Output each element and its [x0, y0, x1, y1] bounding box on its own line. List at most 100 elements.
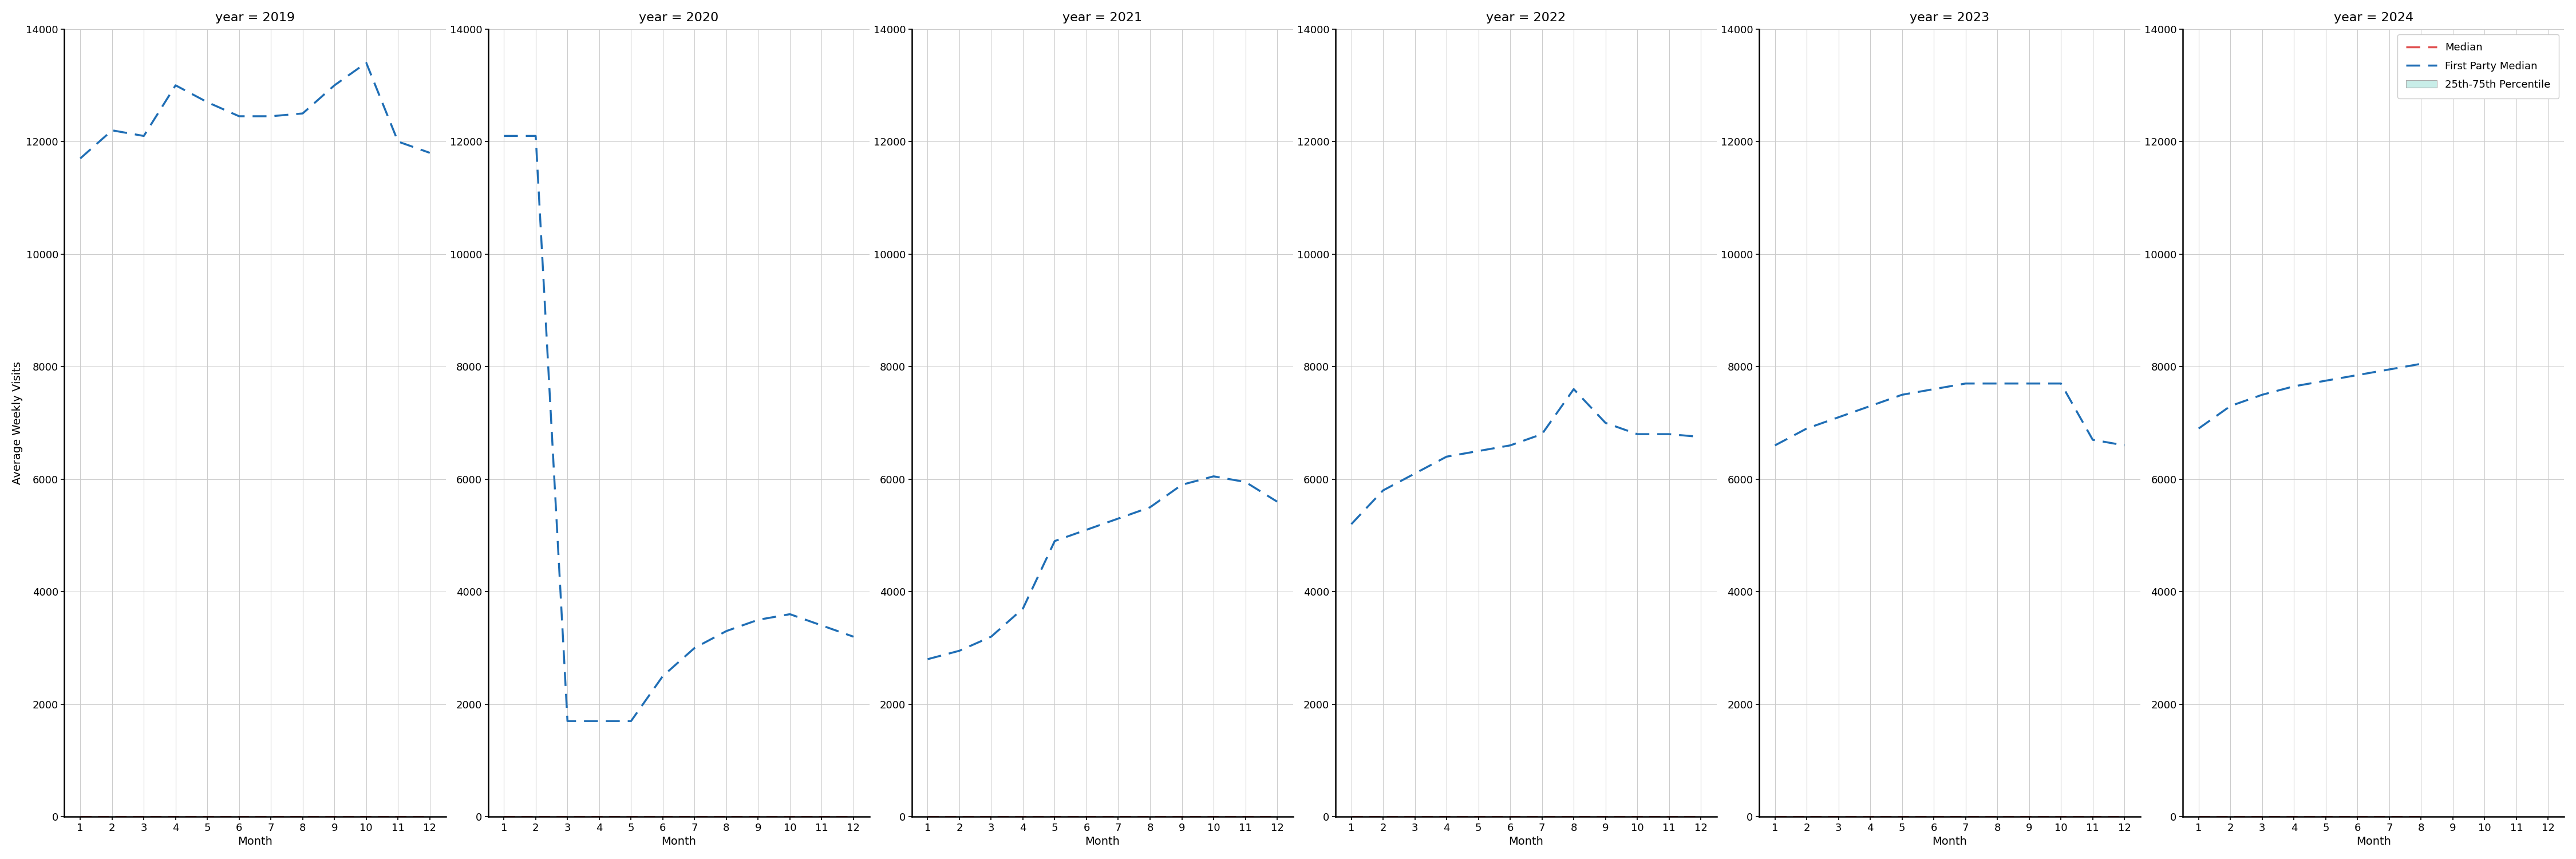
Median — [1685, 812, 1716, 822]
First Party Median — [2311, 375, 2342, 386]
Median — [1399, 812, 1430, 822]
First Party Median — [129, 131, 160, 141]
Line: First Party Median: First Party Median — [505, 136, 853, 721]
X-axis label: Month: Month — [2357, 836, 2391, 847]
First Party Median — [1463, 446, 1494, 456]
Median — [2342, 812, 2372, 822]
First Party Median — [912, 654, 943, 664]
Median — [1981, 812, 2012, 822]
First Party Median — [585, 716, 616, 726]
First Party Median — [489, 131, 520, 141]
First Party Median — [1790, 423, 1821, 434]
Median — [1262, 812, 1293, 822]
First Party Median — [1368, 485, 1399, 496]
X-axis label: Month: Month — [1084, 836, 1121, 847]
Median — [1759, 812, 1790, 822]
First Party Median — [289, 108, 319, 119]
First Party Median — [976, 631, 1007, 642]
Median — [350, 812, 381, 822]
Median — [1337, 812, 1368, 822]
First Party Median — [711, 626, 742, 637]
First Party Median — [1229, 477, 1260, 487]
First Party Median — [350, 58, 381, 68]
First Party Median — [2342, 370, 2372, 381]
Median — [319, 812, 350, 822]
First Party Median — [1337, 519, 1368, 529]
Median — [1855, 812, 1886, 822]
First Party Median — [1038, 536, 1069, 546]
First Party Median — [1589, 417, 1620, 428]
First Party Median — [1399, 468, 1430, 478]
Line: First Party Median: First Party Median — [927, 477, 1278, 659]
Median — [680, 812, 711, 822]
First Party Median — [1072, 525, 1103, 535]
Median — [1654, 812, 1685, 822]
Median — [1432, 812, 1463, 822]
First Party Median — [1919, 384, 1950, 394]
Median — [255, 812, 286, 822]
Title: year = 2021: year = 2021 — [1061, 12, 1141, 23]
Title: year = 2020: year = 2020 — [639, 12, 719, 23]
Median — [191, 812, 222, 822]
First Party Median — [1133, 503, 1164, 513]
First Party Median — [1855, 401, 1886, 411]
First Party Median — [2406, 359, 2437, 369]
Median — [1007, 812, 1038, 822]
Median — [551, 812, 582, 822]
Median — [1133, 812, 1164, 822]
Median — [489, 812, 520, 822]
First Party Median — [1262, 497, 1293, 507]
Title: year = 2024: year = 2024 — [2334, 12, 2414, 23]
Line: First Party Median: First Party Median — [80, 63, 430, 158]
Median — [742, 812, 773, 822]
First Party Median — [647, 671, 677, 681]
First Party Median — [95, 125, 126, 136]
First Party Median — [1167, 479, 1198, 490]
First Party Median — [551, 716, 582, 726]
First Party Median — [160, 80, 191, 90]
First Party Median — [191, 97, 222, 107]
Median — [2311, 812, 2342, 822]
Median — [2014, 812, 2045, 822]
Median — [224, 812, 255, 822]
First Party Median — [2246, 390, 2277, 400]
Median — [1790, 812, 1821, 822]
Median — [160, 812, 191, 822]
First Party Median — [943, 646, 974, 656]
Median — [2076, 812, 2107, 822]
Median — [912, 812, 943, 822]
First Party Median — [1623, 429, 1654, 439]
X-axis label: Month: Month — [1510, 836, 1543, 847]
Median — [415, 812, 446, 822]
Median — [943, 812, 974, 822]
First Party Median — [1007, 603, 1038, 613]
Line: First Party Median: First Party Median — [1352, 389, 1700, 524]
Median — [1950, 812, 1981, 822]
First Party Median — [1198, 472, 1229, 482]
Median — [289, 812, 319, 822]
First Party Median — [2076, 435, 2107, 445]
Median — [647, 812, 677, 822]
Median — [1919, 812, 1950, 822]
Line: First Party Median: First Party Median — [1775, 383, 2125, 446]
Median — [1528, 812, 1558, 822]
First Party Median — [1654, 429, 1685, 439]
Median — [585, 812, 616, 822]
First Party Median — [1886, 390, 1917, 400]
First Party Median — [1950, 378, 1981, 388]
First Party Median — [2014, 378, 2045, 388]
Median — [384, 812, 415, 822]
Median — [2246, 812, 2277, 822]
Median — [1463, 812, 1494, 822]
First Party Median — [1981, 378, 2012, 388]
Median — [2375, 812, 2406, 822]
First Party Median — [1432, 452, 1463, 462]
Median — [1072, 812, 1103, 822]
Median — [1886, 812, 1917, 822]
Median — [1824, 812, 1855, 822]
Median — [806, 812, 837, 822]
Median — [775, 812, 806, 822]
First Party Median — [806, 620, 837, 631]
First Party Median — [616, 716, 647, 726]
Median — [711, 812, 742, 822]
